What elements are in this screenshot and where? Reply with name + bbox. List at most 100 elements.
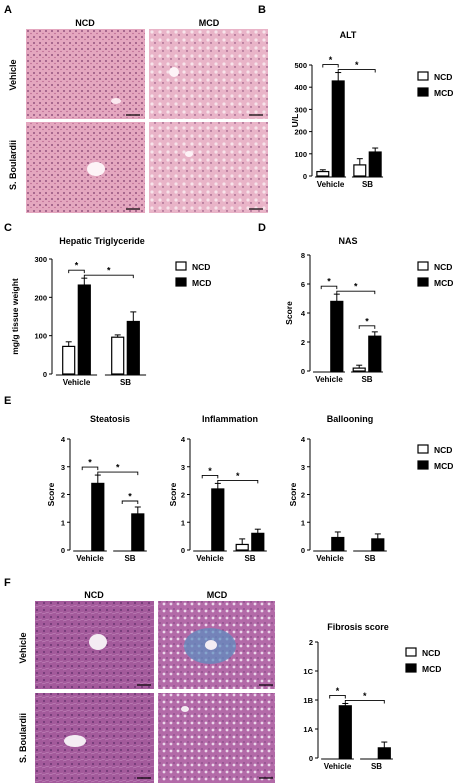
panel-letter-a: A bbox=[4, 4, 12, 16]
bar bbox=[353, 164, 367, 177]
x-tick-label: Vehicle bbox=[317, 180, 345, 189]
significance-marker: * bbox=[327, 277, 331, 287]
x-tick-label: Vehicle bbox=[316, 554, 344, 563]
legend-label: MCD bbox=[434, 461, 453, 471]
he-image-ncd-sb bbox=[26, 122, 145, 213]
panel-letter-f: F bbox=[4, 577, 11, 589]
bar bbox=[126, 320, 140, 375]
col-header-mcd-f: MCD bbox=[206, 590, 228, 600]
significance-bracket bbox=[201, 474, 219, 479]
significance-marker: * bbox=[88, 458, 92, 468]
legend-swatch bbox=[405, 647, 417, 657]
y-tick-label: 3 bbox=[181, 463, 185, 472]
vessel bbox=[87, 162, 105, 176]
vessel bbox=[169, 67, 179, 77]
significance-marker: * bbox=[354, 282, 358, 292]
significance-marker: * bbox=[128, 491, 132, 501]
y-axis-label: Score bbox=[168, 482, 178, 506]
y-tick-label: 0 bbox=[301, 546, 305, 555]
vessel bbox=[64, 735, 86, 747]
legend-label: NCD bbox=[422, 648, 440, 658]
x-tick-label: Vehicle bbox=[315, 375, 343, 384]
bar bbox=[62, 345, 76, 375]
bar bbox=[211, 488, 225, 551]
bar bbox=[377, 747, 391, 759]
chart-alt: ALT U/L 0 100 200 300 400 500 Vehicle SB * * NCD MCD bbox=[290, 30, 453, 189]
y-tick-label: 0 bbox=[61, 546, 65, 555]
y-tick-label: 0 bbox=[303, 172, 307, 181]
bar bbox=[371, 538, 385, 551]
chart-title: Ballooning bbox=[327, 414, 374, 424]
x-tick-label: SB bbox=[361, 375, 372, 384]
significance-bracket bbox=[121, 500, 139, 504]
significance-marker: * bbox=[363, 691, 367, 701]
legend-label: NCD bbox=[192, 262, 210, 272]
x-tick-label: Vehicle bbox=[76, 554, 104, 563]
chart-hepatic-triglyceride: Hepatic Triglyceride mg/g tissue weight 0 1… bbox=[10, 236, 211, 387]
legend-swatch bbox=[417, 71, 429, 81]
y-tick-label: 500 bbox=[294, 61, 307, 70]
significance-bracket bbox=[83, 274, 134, 279]
vessel bbox=[181, 706, 189, 712]
legend-label: MCD bbox=[422, 664, 441, 674]
bar bbox=[338, 705, 352, 759]
chart-title: Fibrosis score bbox=[327, 622, 389, 632]
bar bbox=[331, 80, 345, 177]
bar bbox=[330, 300, 344, 372]
legend-swatch bbox=[175, 277, 187, 287]
y-tick-label: 100 bbox=[294, 150, 307, 159]
y-tick-label: 2 bbox=[301, 491, 305, 500]
panel-letter-b: B bbox=[258, 4, 266, 16]
x-tick-label: SB bbox=[371, 762, 382, 771]
chart-ballooning: Ballooning Score 0 1 2 3 4 Vehicle SB NCD MCD bbox=[288, 414, 453, 563]
significance-bracket bbox=[97, 471, 139, 476]
vessel bbox=[89, 634, 107, 650]
row-label-vehicle: Vehicle bbox=[8, 59, 18, 91]
y-axis-label: mg/g tissue weight bbox=[10, 278, 20, 355]
y-tick-label: 0 bbox=[309, 754, 313, 763]
chart-inflammation: Inflammation Score 0 1 2 3 4 Vehicle SB * * bbox=[168, 414, 267, 563]
y-tick-label: 300 bbox=[294, 105, 307, 114]
x-tick-label: Vehicle bbox=[324, 762, 352, 771]
legend-swatch bbox=[417, 460, 429, 470]
bar bbox=[251, 532, 265, 551]
chart-title: Hepatic Triglyceride bbox=[59, 236, 145, 246]
bar bbox=[352, 367, 366, 372]
y-tick-label: 2 bbox=[181, 491, 185, 500]
bar bbox=[235, 543, 249, 551]
y-tick-label: 1A bbox=[303, 725, 313, 734]
y-tick-label: 4 bbox=[181, 435, 186, 444]
x-tick-label: SB bbox=[244, 554, 255, 563]
significance-bracket bbox=[329, 695, 346, 699]
significance-bracket bbox=[336, 290, 376, 295]
panel-letter-d: D bbox=[258, 222, 266, 234]
y-tick-label: 3 bbox=[301, 463, 305, 472]
significance-marker: * bbox=[236, 471, 240, 481]
legend-label: MCD bbox=[192, 278, 211, 288]
legend-swatch bbox=[417, 261, 429, 271]
panel-letter-e: E bbox=[4, 395, 12, 407]
bar bbox=[331, 536, 345, 551]
significance-bracket bbox=[68, 269, 85, 274]
y-tick-label: 1 bbox=[181, 518, 185, 527]
row-label-vehicle-f: Vehicle bbox=[18, 632, 28, 664]
chart-title: Steatosis bbox=[90, 414, 130, 424]
bar bbox=[316, 170, 330, 177]
trichrome-image-mcd-sb bbox=[158, 693, 275, 783]
col-header-ncd-f: NCD bbox=[84, 590, 104, 600]
legend-swatch bbox=[175, 261, 187, 271]
significance-bracket bbox=[344, 700, 385, 704]
y-axis-label: Score bbox=[284, 301, 294, 325]
bar bbox=[91, 482, 105, 551]
y-tick-label: 2 bbox=[61, 491, 65, 500]
significance-bracket bbox=[358, 325, 376, 329]
vessel bbox=[111, 98, 121, 104]
chart-steatosis: Steatosis Score 0 1 2 3 4 Vehicle SB * * * bbox=[46, 414, 147, 563]
he-image-mcd-vehicle bbox=[149, 29, 268, 119]
significance-marker: * bbox=[208, 466, 212, 476]
y-tick-label: 1B bbox=[303, 696, 313, 705]
legend-label: NCD bbox=[434, 445, 452, 455]
bar bbox=[131, 513, 145, 551]
y-tick-label: 400 bbox=[294, 83, 307, 92]
significance-marker: * bbox=[355, 60, 359, 70]
